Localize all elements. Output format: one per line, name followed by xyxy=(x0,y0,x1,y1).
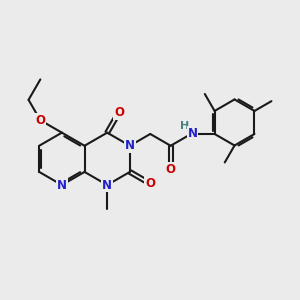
Text: N: N xyxy=(57,178,67,191)
Text: O: O xyxy=(114,106,124,119)
Text: N: N xyxy=(188,127,197,140)
Text: O: O xyxy=(166,163,176,176)
Text: H: H xyxy=(180,121,189,130)
Text: O: O xyxy=(145,177,155,190)
Text: N: N xyxy=(125,139,135,152)
Text: N: N xyxy=(102,178,112,191)
Text: O: O xyxy=(35,114,45,127)
